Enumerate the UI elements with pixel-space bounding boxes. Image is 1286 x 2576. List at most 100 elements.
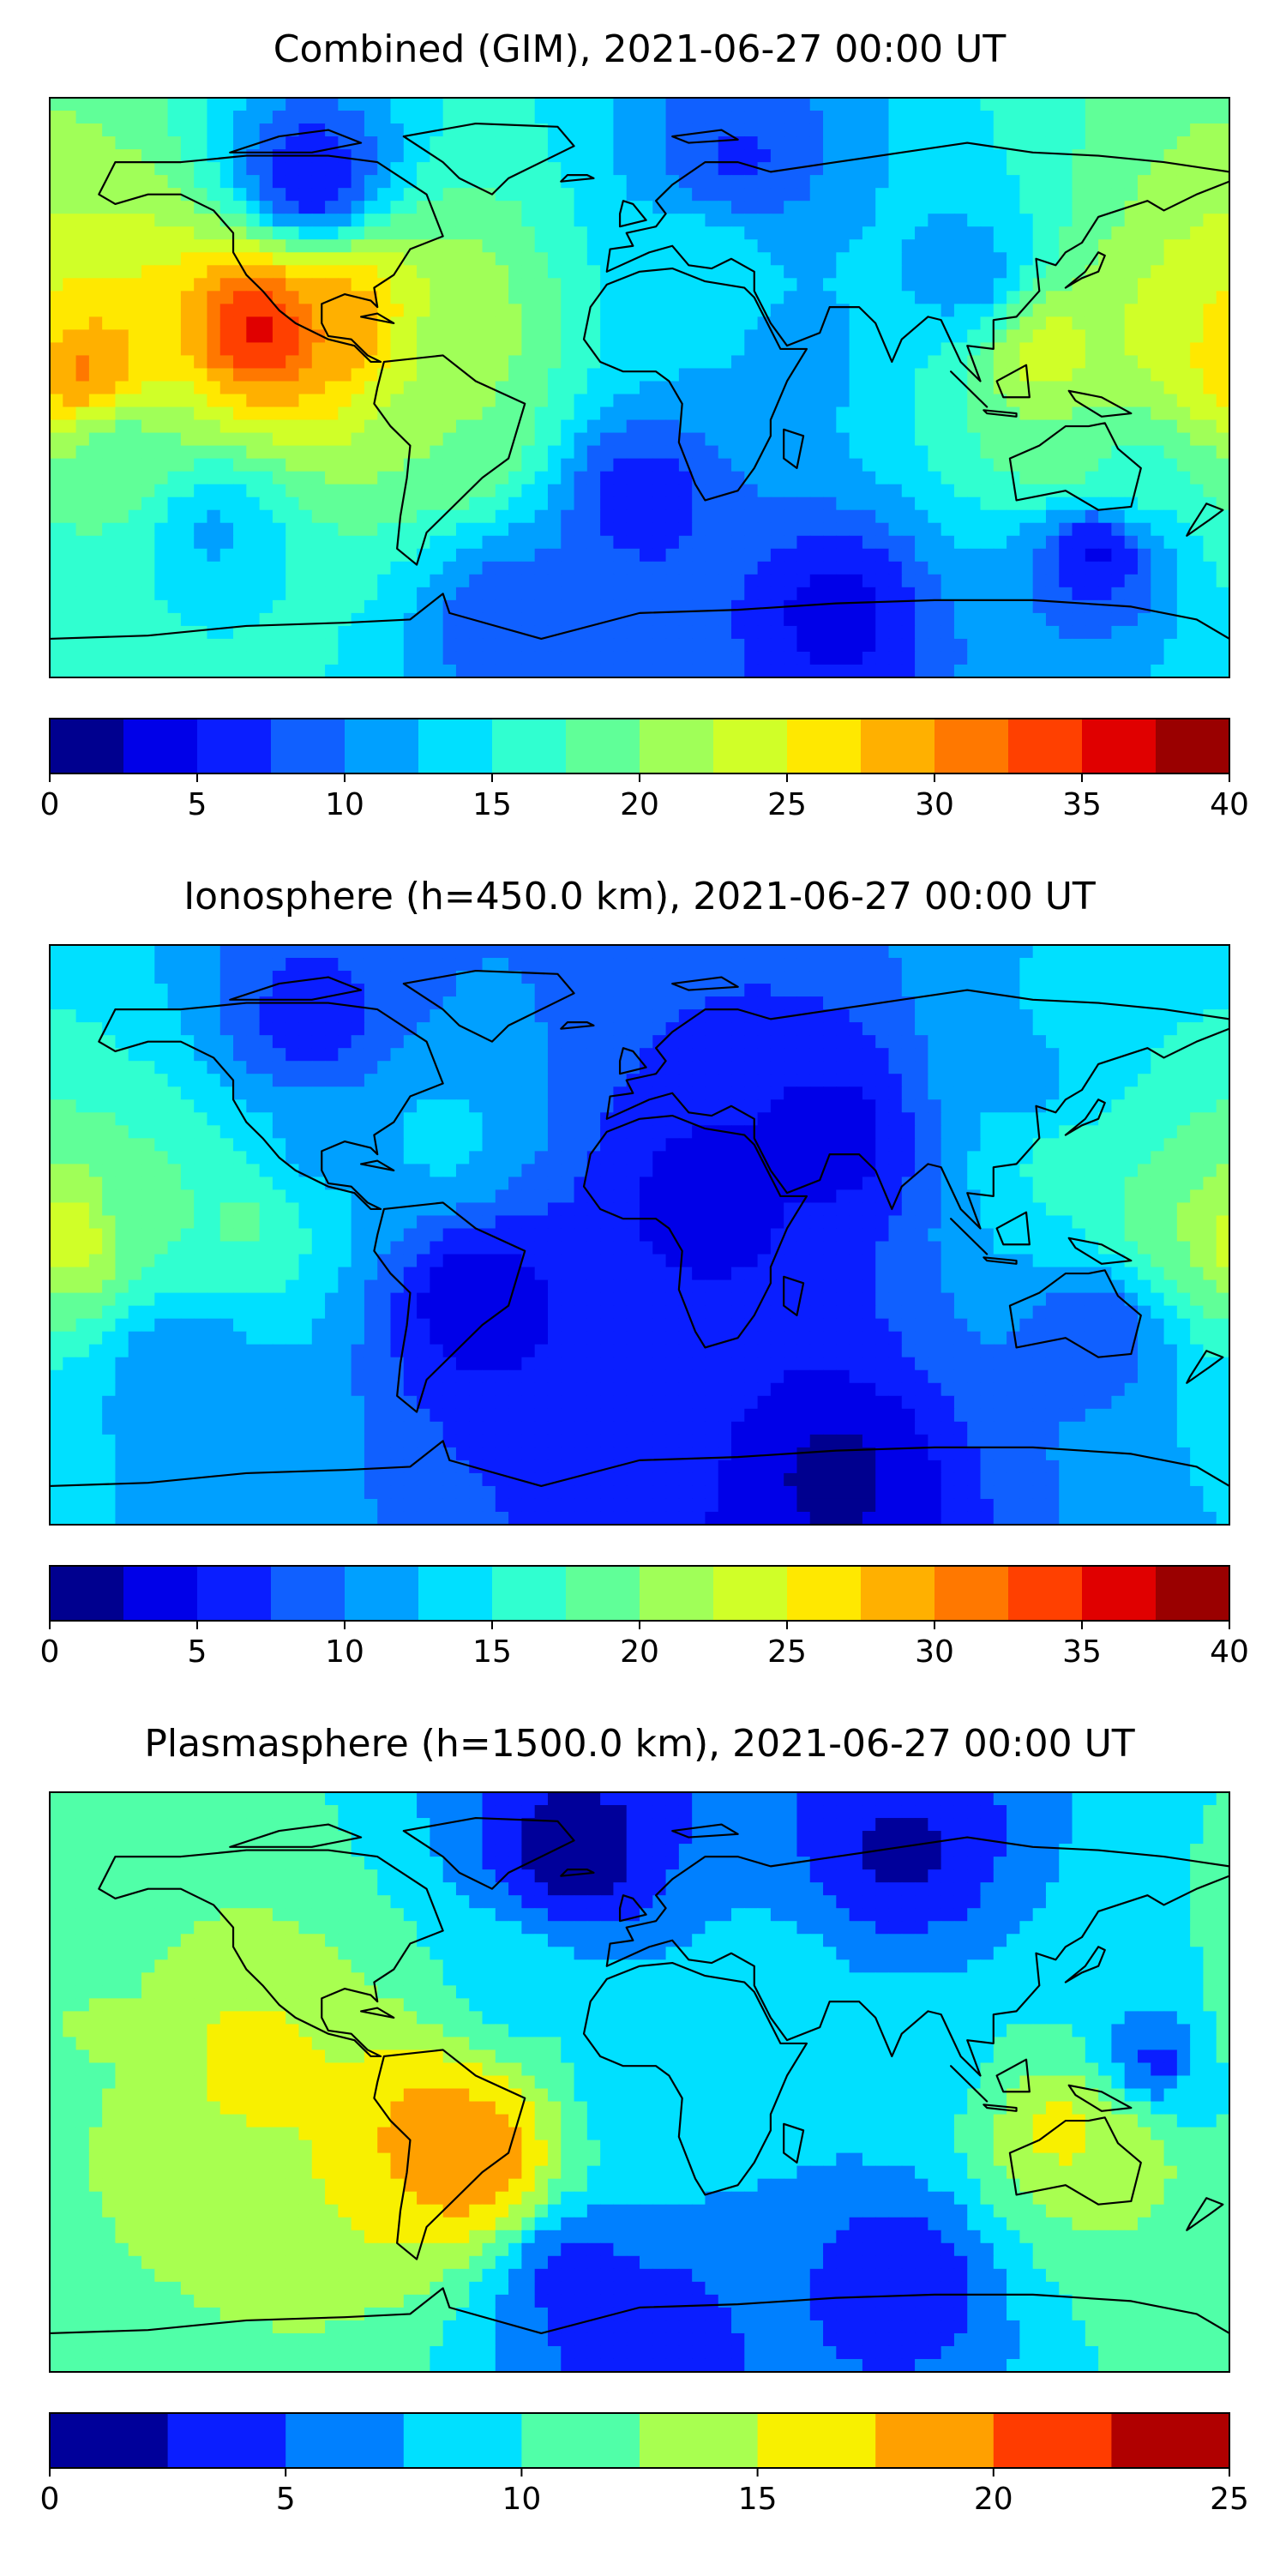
map-cell [888, 958, 902, 972]
map-cell [1085, 368, 1099, 382]
map-cell [836, 342, 850, 356]
map-cell [285, 162, 299, 176]
map-cell [705, 420, 718, 434]
map-cell [1019, 510, 1033, 524]
map-cell [1217, 433, 1230, 447]
colorbar-tick-label: 5 [188, 787, 207, 822]
map-cell [1151, 420, 1164, 434]
map-cell [298, 175, 312, 189]
map-cell [1098, 639, 1112, 653]
map-cell [810, 536, 824, 550]
map-cell [850, 175, 863, 189]
map-cell [1007, 214, 1020, 227]
map-cell [246, 665, 260, 678]
map-cell [1046, 510, 1060, 524]
map-cell [1138, 446, 1151, 460]
map-cell [928, 329, 941, 343]
map-cell [954, 149, 968, 163]
map-cell [312, 394, 326, 408]
map-cell [941, 549, 955, 563]
map-cell [325, 575, 339, 588]
map-cell [1059, 562, 1073, 575]
map-cell [915, 123, 928, 137]
map-cell [102, 407, 116, 421]
map-cell [784, 111, 797, 124]
map-cell [1085, 626, 1099, 640]
map-cell [1177, 214, 1191, 227]
map-cell [483, 420, 496, 434]
map-cell [994, 188, 1007, 202]
map-cell [810, 446, 824, 460]
map-cell [784, 265, 797, 279]
map-cell [967, 497, 981, 511]
map-cell [154, 536, 168, 550]
map-cell [391, 472, 405, 485]
map-cell [430, 536, 443, 550]
map-cell [233, 497, 247, 511]
map-cell [862, 510, 876, 524]
map-cell [1073, 162, 1086, 176]
map-cell [141, 98, 155, 111]
map-cell [508, 639, 522, 653]
map-cell [273, 945, 286, 959]
map-cell [823, 394, 837, 408]
map-cell [1059, 971, 1073, 984]
map-cell [129, 304, 142, 317]
map-cell [129, 162, 142, 176]
map-cell [194, 175, 207, 189]
map-cell [338, 652, 352, 665]
map-cell [718, 984, 732, 997]
map-cell [391, 278, 405, 292]
map-cell [312, 446, 326, 460]
map-cell [784, 446, 797, 460]
map-cell [404, 626, 418, 640]
map-cell [1177, 446, 1191, 460]
map-cell [600, 329, 614, 343]
map-cell [535, 136, 549, 150]
map-cell [705, 958, 718, 972]
map-cell [1190, 587, 1204, 601]
map-cell [443, 407, 457, 421]
map-cell [941, 958, 955, 972]
map-cell [705, 639, 718, 653]
map-cell [1203, 265, 1217, 279]
map-cell [613, 162, 627, 176]
map-cell [640, 587, 653, 601]
map-cell [312, 1048, 326, 1062]
map-cell [640, 665, 653, 678]
map-cell [640, 278, 653, 292]
map-cell [1033, 239, 1047, 253]
map-cell [744, 123, 758, 137]
map-cell [63, 639, 76, 653]
map-cell [1138, 1061, 1151, 1074]
map-cell [273, 1009, 286, 1023]
map-cell [836, 472, 850, 485]
map-cell [404, 407, 418, 421]
map-cell [771, 188, 784, 202]
map-cell [862, 342, 876, 356]
map-cell [194, 1009, 207, 1023]
map-cell [731, 433, 745, 447]
map-cell [207, 1022, 220, 1036]
map-cell [981, 459, 995, 472]
map-cell [285, 394, 299, 408]
map-cell [875, 368, 889, 382]
map-cell [1190, 497, 1204, 511]
map-cell [377, 587, 391, 601]
map-cell [994, 394, 1007, 408]
map-cell [312, 407, 326, 421]
map-cell [731, 1048, 745, 1062]
map-cell [1046, 239, 1060, 253]
map-cell [666, 1061, 680, 1074]
map-cell [613, 562, 627, 575]
map-cell [810, 958, 824, 972]
map-cell [796, 188, 810, 202]
map-cell [63, 149, 76, 163]
map-cell [508, 472, 522, 485]
map-cell [181, 1009, 195, 1023]
map-cell [836, 201, 850, 214]
map-cell [1033, 433, 1047, 447]
map-cell [705, 575, 718, 588]
map-cell [168, 214, 182, 227]
map-cell [1177, 984, 1191, 997]
